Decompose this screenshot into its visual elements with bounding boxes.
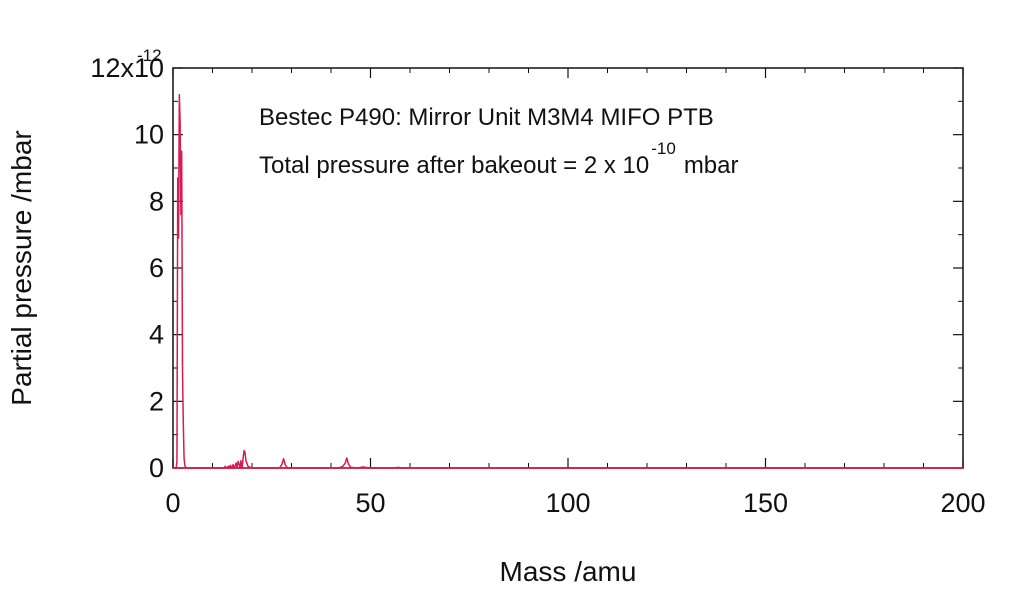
y-tick-label: 6: [149, 253, 164, 283]
annotation-line2-suffix: mbar: [684, 152, 739, 179]
x-tick-label: 150: [743, 488, 788, 518]
annotation-line2-exponent: -10: [651, 139, 676, 158]
y-tick-label: 0: [149, 453, 164, 483]
x-tick-label: 200: [940, 488, 985, 518]
y-tick-label: 10: [134, 120, 164, 150]
y-tick-labels: 0 2 4 6 8 10 12x10: [90, 53, 164, 483]
annotation-line1: Bestec P490: Mirror Unit M3M4 MIFO PTB: [259, 104, 714, 131]
annotation-line2: Total pressure after bakeout = 2 x 10-10…: [259, 139, 739, 179]
x-tick-label: 100: [545, 488, 590, 518]
y-axis-title: Partial pressure /mbar: [6, 130, 37, 405]
y-tick-label: 4: [149, 320, 164, 350]
x-tick-label: 0: [165, 488, 180, 518]
x-axis-title: Mass /amu: [500, 556, 637, 587]
series-line: [173, 93, 963, 469]
axis-ticks: [172, 67, 964, 469]
y-tick-label: 8: [149, 186, 164, 216]
y-tick-label: 12x10: [90, 53, 164, 83]
x-tick-labels: 0 50 100 150 200: [165, 488, 985, 518]
y-tick-label: 2: [149, 386, 164, 416]
y-multiplier-exponent: -12: [137, 46, 162, 65]
annotation-line2-prefix: Total pressure after bakeout = 2 x 10: [259, 152, 649, 179]
x-tick-label: 50: [355, 488, 385, 518]
